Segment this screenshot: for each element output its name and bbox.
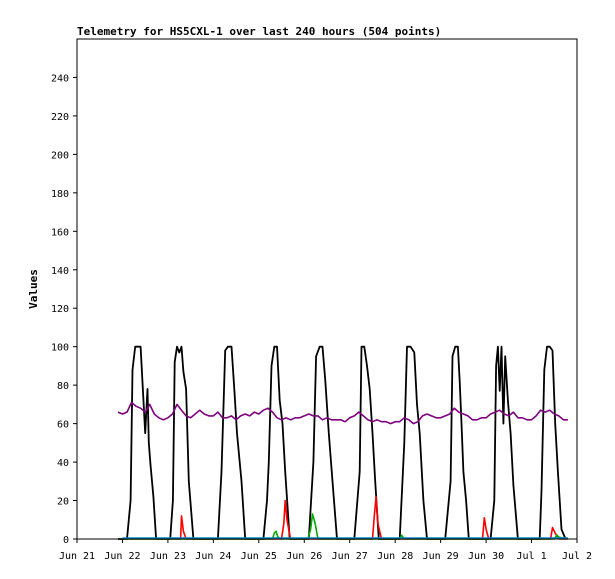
x-tick-label: Jun 29 <box>423 551 459 562</box>
x-tick-label: Jun 26 <box>286 551 322 562</box>
x-tick-label: Jul 2 <box>562 551 592 562</box>
y-tick-label: 80 <box>57 381 69 392</box>
x-tick-label: Jun 23 <box>150 551 186 562</box>
x-tick-label: Jun 28 <box>377 551 413 562</box>
series-line-4 <box>122 513 569 540</box>
y-tick-label: 20 <box>57 497 69 508</box>
series-line-1 <box>117 345 567 540</box>
y-tick-label: 240 <box>51 73 69 84</box>
plot-series <box>117 345 569 540</box>
y-tick-label: 220 <box>51 112 69 123</box>
x-tick-label: Jun 21 <box>59 551 95 562</box>
x-tick-label: Jun 27 <box>332 551 368 562</box>
y-tick-label: 160 <box>51 227 69 238</box>
y-tick-label: 180 <box>51 189 69 200</box>
y-tick-label: 200 <box>51 150 69 161</box>
y-axis-ticks: 0 20 40 60 80 100 120 140 160 180 200 220 240 <box>51 73 77 546</box>
x-axis-ticks: Jun 21 Jun 22 Jun 23 Jun 24 Jun 25 Jun 26 Jun … <box>59 539 592 562</box>
series-line-3 <box>122 495 568 540</box>
plot-frame <box>76 38 578 540</box>
y-tick-label: 60 <box>57 420 69 431</box>
chart-title: Telemetry for HS5CXL-1 over last 240 hou… <box>77 25 441 38</box>
y-tick-label: 120 <box>51 304 69 315</box>
y-tick-label: 0 <box>63 535 69 546</box>
x-tick-label: Jun 22 <box>104 551 140 562</box>
y-tick-label: 140 <box>51 266 69 277</box>
y-tick-label: 40 <box>57 458 69 469</box>
y-tick-label: 100 <box>51 343 69 354</box>
x-tick-label: Jun 24 <box>195 551 231 562</box>
y-axis-label: Values <box>27 269 40 309</box>
x-tick-label: Jul 1 <box>516 551 546 562</box>
x-tick-label: Jun 30 <box>468 551 504 562</box>
x-tick-label: Jun 25 <box>241 551 277 562</box>
series-line-2 <box>117 401 568 425</box>
